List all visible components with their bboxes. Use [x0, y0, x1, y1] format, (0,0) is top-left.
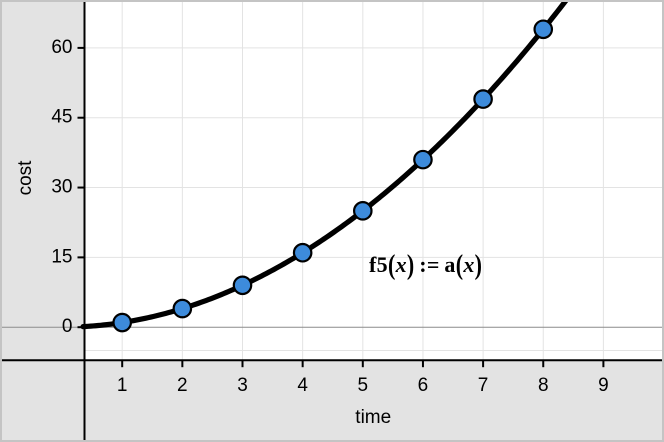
svg-text:7: 7: [478, 375, 489, 396]
svg-text:60: 60: [51, 37, 72, 58]
svg-text:6: 6: [418, 375, 429, 396]
svg-text:45: 45: [51, 107, 72, 128]
svg-text:1: 1: [117, 375, 128, 396]
svg-text:4: 4: [297, 375, 308, 396]
svg-text:3: 3: [237, 375, 248, 396]
svg-text:2: 2: [177, 375, 188, 396]
svg-text:5: 5: [358, 375, 369, 396]
svg-text:8: 8: [538, 375, 549, 396]
svg-text:15: 15: [51, 246, 72, 267]
svg-text:0: 0: [62, 316, 73, 337]
svg-text:9: 9: [598, 375, 609, 396]
svg-text:30: 30: [51, 177, 72, 198]
